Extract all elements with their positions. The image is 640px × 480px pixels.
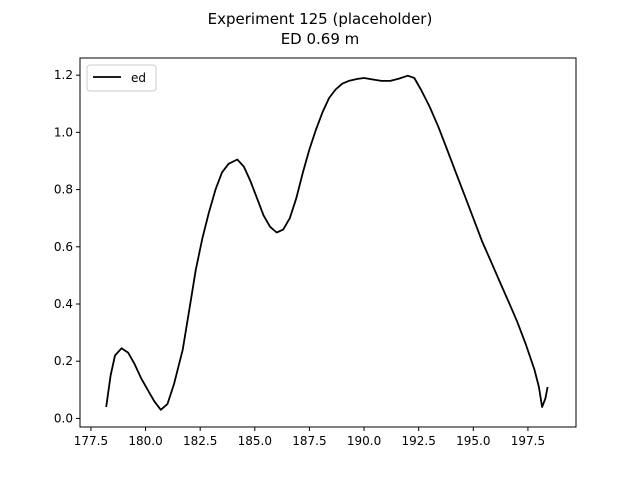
x-tick-label: 192.5 xyxy=(401,434,435,448)
x-tick-label: 180.0 xyxy=(128,434,162,448)
x-tick-label: 177.5 xyxy=(74,434,108,448)
y-tick-label: 1.2 xyxy=(54,68,73,82)
y-tick-label: 0.0 xyxy=(54,411,73,425)
legend-entry-ed: ed xyxy=(131,71,146,85)
series-line-ed xyxy=(105,74,549,411)
x-tick-label: 187.5 xyxy=(292,434,326,448)
plot-frame xyxy=(79,57,577,428)
x-tick-label: 182.5 xyxy=(183,434,217,448)
y-tick-label: 1.0 xyxy=(54,125,73,139)
y-tick-label: 0.6 xyxy=(54,240,73,254)
y-tick-label: 0.8 xyxy=(54,183,73,197)
x-tick-label: 190.0 xyxy=(347,434,381,448)
y-tick-label: 0.4 xyxy=(54,297,73,311)
y-tick-label: 0.2 xyxy=(54,354,73,368)
x-axis-ticks: 177.5 180.0 182.5 185.0 187.5 190.0 192.5 195.0… xyxy=(74,427,545,448)
legend: ed xyxy=(86,64,157,92)
x-tick-label: 197.5 xyxy=(511,434,545,448)
x-tick-label: 195.0 xyxy=(456,434,490,448)
y-axis-ticks: 0.0 0.2 0.4 0.6 0.8 1.0 1.2 xyxy=(54,68,80,425)
x-tick-label: 185.0 xyxy=(238,434,272,448)
chart-title: Experiment 125 (placeholder) xyxy=(208,10,433,28)
legend-box xyxy=(86,64,157,92)
chart-subtitle: ED 0.69 m xyxy=(281,30,360,48)
